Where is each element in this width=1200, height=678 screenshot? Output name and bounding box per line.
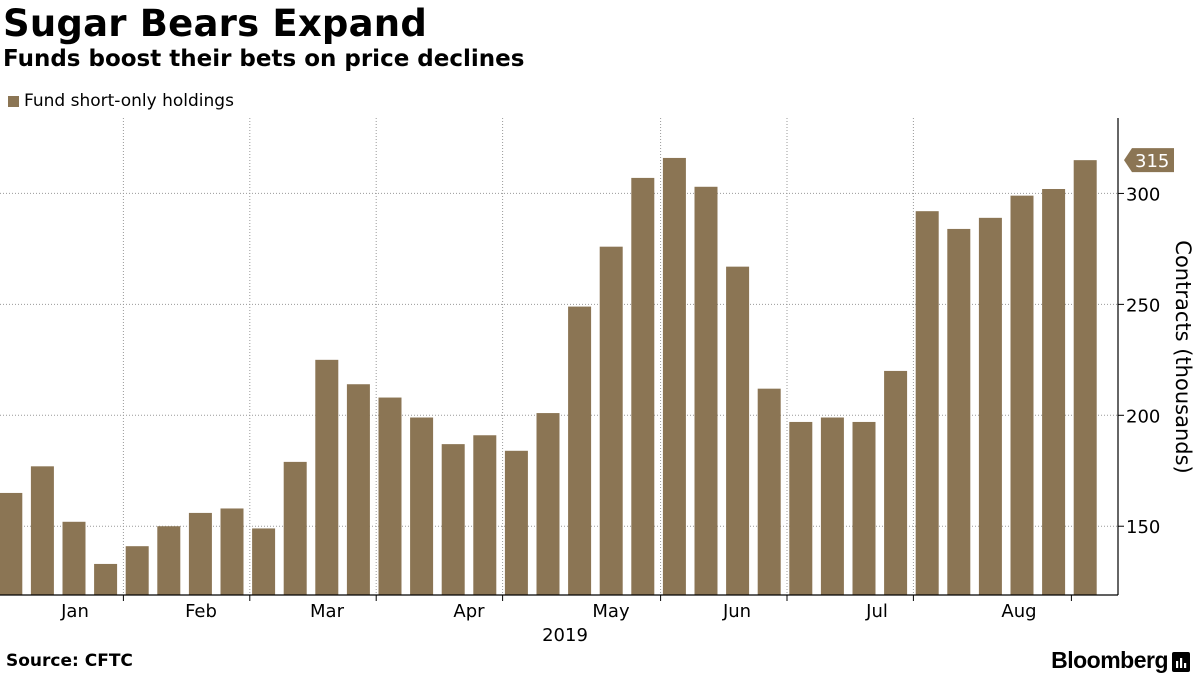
legend-label: Fund short-only holdings [24,91,234,111]
x-tick-label: Aug [1001,601,1036,622]
y-tick-label: 200 [1126,406,1160,427]
bar [568,306,592,595]
bar [473,435,497,595]
bar [631,177,655,595]
bar [346,384,370,595]
bar [410,417,434,595]
bar [315,359,339,595]
bar [599,246,623,595]
bar [1073,160,1097,595]
bar [726,266,750,595]
legend: Fund short-only holdings [8,91,234,111]
bar [1042,188,1066,595]
bar [536,413,560,595]
y-tick-label: 150 [1126,517,1160,538]
labels-layer: 150 200 250 300 Jan Feb Mar Apr May Jun Jul Aug 2019… [60,148,1195,646]
x-tick-label: Jul [865,601,888,622]
bar [30,466,54,595]
last-value-label: 315 [1135,151,1169,172]
last-value-callout [1124,148,1174,173]
x-tick-label: Feb [185,601,217,622]
y-axis-title: Contracts (thousands) [1171,240,1195,473]
brand-name: Bloomberg [1051,647,1168,673]
bar [504,450,528,595]
bloomberg-logo: Bloomberg [1051,647,1190,674]
bar [188,512,212,595]
bar [125,546,149,595]
bar [220,508,244,595]
bar [820,417,844,595]
bar [1010,195,1034,595]
bar [441,444,465,595]
bars-layer [0,157,1097,596]
x-tick-label: Jun [722,601,751,622]
y-tick-label: 300 [1126,184,1160,205]
legend-swatch [8,95,19,107]
bar [789,421,813,595]
bar [884,370,908,595]
bar [662,157,686,596]
chart-title: Sugar Bears Expand [3,2,428,45]
bar [852,421,876,595]
x-tick-label: May [592,601,630,622]
x-tick-label: Mar [310,601,345,622]
bar [757,388,781,595]
x-year-label: 2019 [542,625,588,646]
bar [378,397,402,595]
source-note: Source: CFTC [6,651,133,671]
bar [62,521,86,595]
bar [157,526,181,595]
x-tick-label: Jan [60,601,89,622]
bar [915,211,939,595]
x-tick-label: Apr [453,601,485,622]
chart-subtitle: Funds boost their bets on price declines [3,46,525,72]
bar [978,217,1002,595]
bar [694,186,718,596]
bar [947,228,971,595]
bar [252,528,276,595]
bloomberg-terminal-icon [1172,651,1190,672]
bar [94,563,118,595]
axis-layer [0,118,1124,601]
bar [283,461,307,595]
bar [0,492,23,595]
y-tick-label: 250 [1126,295,1160,316]
